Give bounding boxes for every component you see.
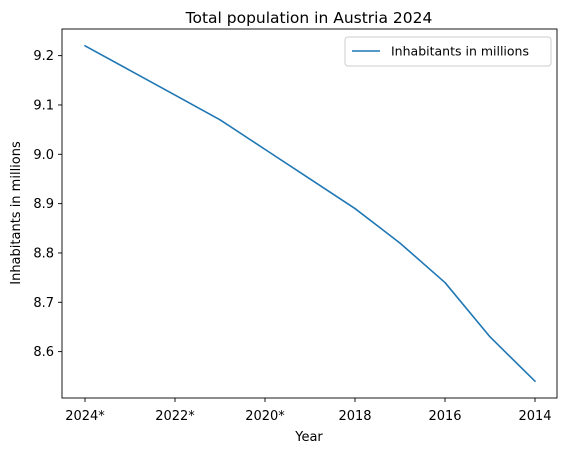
y-tick-label: 8.7	[33, 296, 54, 311]
plot-frame	[61, 28, 558, 399]
y-tick-label: 9.1	[33, 98, 54, 113]
legend-box	[344, 36, 552, 67]
legend: Inhabitants in millions	[344, 36, 552, 67]
x-tick-label: 2022*	[155, 409, 195, 424]
x-tick-label: 2016	[428, 409, 461, 424]
y-tick-label: 9.2	[33, 49, 54, 64]
y-tick-label: 8.9	[33, 197, 54, 212]
x-tick-label: 2014	[518, 409, 551, 424]
x-tick-label: 2024*	[65, 409, 105, 424]
series-line	[84, 44, 536, 383]
y-tick-label: 8.8	[33, 246, 54, 261]
legend-label: Inhabitants in millions	[391, 44, 529, 59]
y-tick-label: 9.0	[33, 148, 54, 163]
x-axis: 2024* 2022* 2020* 2018 2016 2014	[65, 398, 552, 424]
y-tick-label: 8.6	[33, 345, 54, 360]
chart-title: Total population in Austria 2024	[185, 9, 433, 27]
x-tick-label: 2018	[338, 409, 371, 424]
x-tick-label: 2020*	[245, 409, 285, 424]
y-axis: 8.6 8.7 8.8 8.9 9.0 9.1 9.2	[33, 49, 62, 360]
x-axis-title: Year	[294, 430, 323, 445]
y-axis-title: Inhabitants in millions	[9, 141, 24, 285]
